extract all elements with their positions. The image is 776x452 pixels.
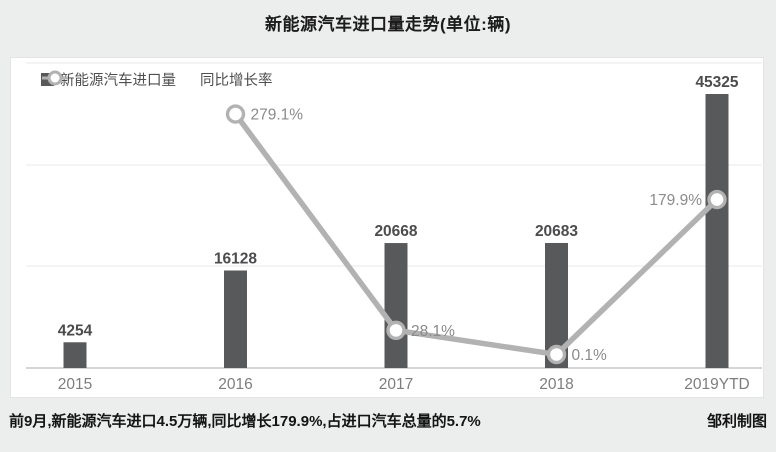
growth-rate-label-2016: 279.1% <box>251 107 304 124</box>
legend: 新能源汽车进口量 同比增长率 <box>41 69 273 90</box>
bar-2019YTD <box>705 94 729 368</box>
growth-rate-label-2017: 28.1% <box>411 323 455 340</box>
footer-credit: 邹利制图 <box>706 412 767 430</box>
bar-2015 <box>63 342 87 368</box>
x-axis-label-2015: 2015 <box>58 376 92 393</box>
x-axis-label-2019YTD: 2019YTD <box>684 376 749 393</box>
growth-rate-line <box>232 111 720 358</box>
x-axis-label-2016: 2016 <box>218 376 252 393</box>
x-axis-label-2018: 2018 <box>539 376 573 393</box>
footer: 前9月,新能源汽车进口4.5万辆,同比增长179.9%,占进口汽车总量的5.7%… <box>0 406 776 434</box>
line-swatch-icon <box>42 70 68 86</box>
legend-label-imports: 新能源汽车进口量 <box>60 73 176 89</box>
legend-label-growth-rate: 同比增长率 <box>200 73 273 89</box>
growth-rate-label-2018: 0.1% <box>572 347 608 364</box>
bar-value-label-2016: 16128 <box>214 251 257 268</box>
bar-value-label-2019YTD: 45325 <box>695 74 738 91</box>
line-marker-2017 <box>386 320 406 341</box>
x-axis-label-2017: 2017 <box>379 376 413 393</box>
line-marker-2019YTD <box>707 189 727 210</box>
footer-note: 前9月,新能源汽车进口4.5万辆,同比增长179.9%,占进口汽车总量的5.7% <box>9 412 481 430</box>
chart-canvas: 4254 16128 20668 20683 45325 2015 2016 2017 2018… <box>26 62 762 393</box>
bar-2016 <box>224 270 247 368</box>
chart-panel: 4254 16128 20668 20683 45325 2015 2016 2017 2018… <box>10 57 764 398</box>
bar-value-label-2015: 4254 <box>58 322 93 339</box>
bar-value-label-2017: 20668 <box>374 223 417 240</box>
line-marker-2018 <box>546 344 567 365</box>
bar-2018 <box>545 242 568 368</box>
page-title: 新能源汽车进口量走势(单位:辆) <box>265 15 511 34</box>
legend-item-growth-rate: 同比增长率 <box>42 69 273 90</box>
growth-rate-label-2019YTD: 179.9% <box>649 192 702 209</box>
line-marker-2016 <box>225 104 246 124</box>
bar-value-label-2018: 20683 <box>535 223 578 240</box>
bar-2017 <box>384 243 408 368</box>
